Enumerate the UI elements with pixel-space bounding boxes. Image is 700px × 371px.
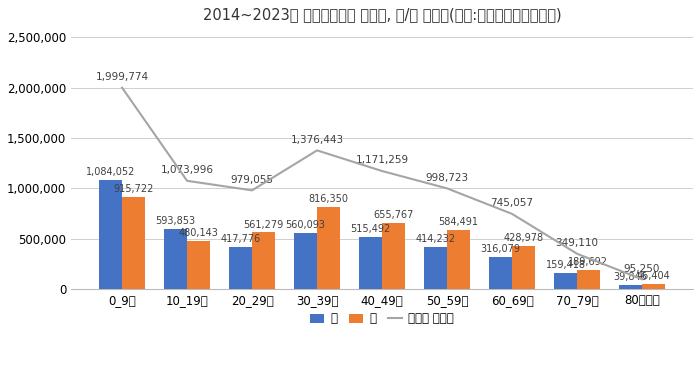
- Bar: [294, 233, 317, 289]
- Text: 39,846: 39,846: [614, 272, 648, 282]
- Bar: [382, 223, 405, 289]
- Bar: [447, 230, 470, 289]
- Text: 1,084,052: 1,084,052: [86, 167, 135, 177]
- Text: 349,110: 349,110: [556, 238, 598, 248]
- Bar: [424, 247, 447, 289]
- Bar: [512, 246, 535, 289]
- Text: 46,404: 46,404: [636, 272, 671, 282]
- 연령별 환자수: [313, 148, 321, 152]
- Text: 428,978: 428,978: [503, 233, 543, 243]
- Title: 2014~2023년 만성부비동염 연령별, 남/여 환자수(자료:건강보험심사평가원): 2014~2023년 만성부비동염 연령별, 남/여 환자수(자료:건강보험심사…: [203, 7, 561, 22]
- Text: 95,250: 95,250: [624, 264, 660, 274]
- Text: 584,491: 584,491: [438, 217, 478, 227]
- Bar: [164, 229, 187, 289]
- Text: 655,767: 655,767: [373, 210, 414, 220]
- Text: 593,853: 593,853: [155, 216, 196, 226]
- Bar: [122, 197, 145, 289]
- Bar: [252, 232, 275, 289]
- Text: 417,776: 417,776: [220, 234, 261, 244]
- Text: 515,492: 515,492: [351, 224, 391, 234]
- Line: 연령별 환자수: 연령별 환자수: [122, 88, 642, 279]
- 연령별 환자수: [118, 85, 126, 90]
- Text: 414,232: 414,232: [416, 234, 456, 244]
- Bar: [187, 240, 210, 289]
- Text: 189,692: 189,692: [568, 257, 608, 267]
- 연령별 환자수: [248, 188, 256, 193]
- 연령별 환자수: [638, 277, 646, 282]
- Text: 998,723: 998,723: [426, 173, 468, 183]
- Bar: [317, 207, 340, 289]
- Bar: [489, 257, 512, 289]
- Text: 561,279: 561,279: [244, 220, 284, 230]
- Text: 979,055: 979,055: [230, 175, 274, 185]
- Text: 1,171,259: 1,171,259: [356, 155, 409, 165]
- Bar: [554, 273, 577, 289]
- Text: 480,143: 480,143: [178, 228, 218, 238]
- 연령별 환자수: [183, 178, 191, 183]
- 연령별 환자수: [443, 186, 452, 191]
- Text: 560,093: 560,093: [286, 220, 326, 230]
- 연령별 환자수: [508, 212, 516, 216]
- 연령별 환자수: [573, 252, 581, 256]
- Bar: [359, 237, 382, 289]
- Text: 1,999,774: 1,999,774: [95, 72, 148, 82]
- Bar: [642, 284, 665, 289]
- Legend: 남, 여, 연령별 환자수: 남, 여, 연령별 환자수: [305, 308, 458, 330]
- 연령별 환자수: [378, 169, 386, 173]
- Text: 316,079: 316,079: [481, 244, 521, 254]
- Text: 1,073,996: 1,073,996: [160, 165, 214, 175]
- Bar: [577, 270, 600, 289]
- Text: 915,722: 915,722: [113, 184, 153, 194]
- Text: 1,376,443: 1,376,443: [290, 135, 344, 145]
- Bar: [620, 285, 642, 289]
- Text: 816,350: 816,350: [309, 194, 349, 204]
- Bar: [230, 247, 252, 289]
- Text: 745,057: 745,057: [491, 198, 533, 209]
- Text: 159,418: 159,418: [546, 260, 586, 270]
- Bar: [99, 180, 122, 289]
